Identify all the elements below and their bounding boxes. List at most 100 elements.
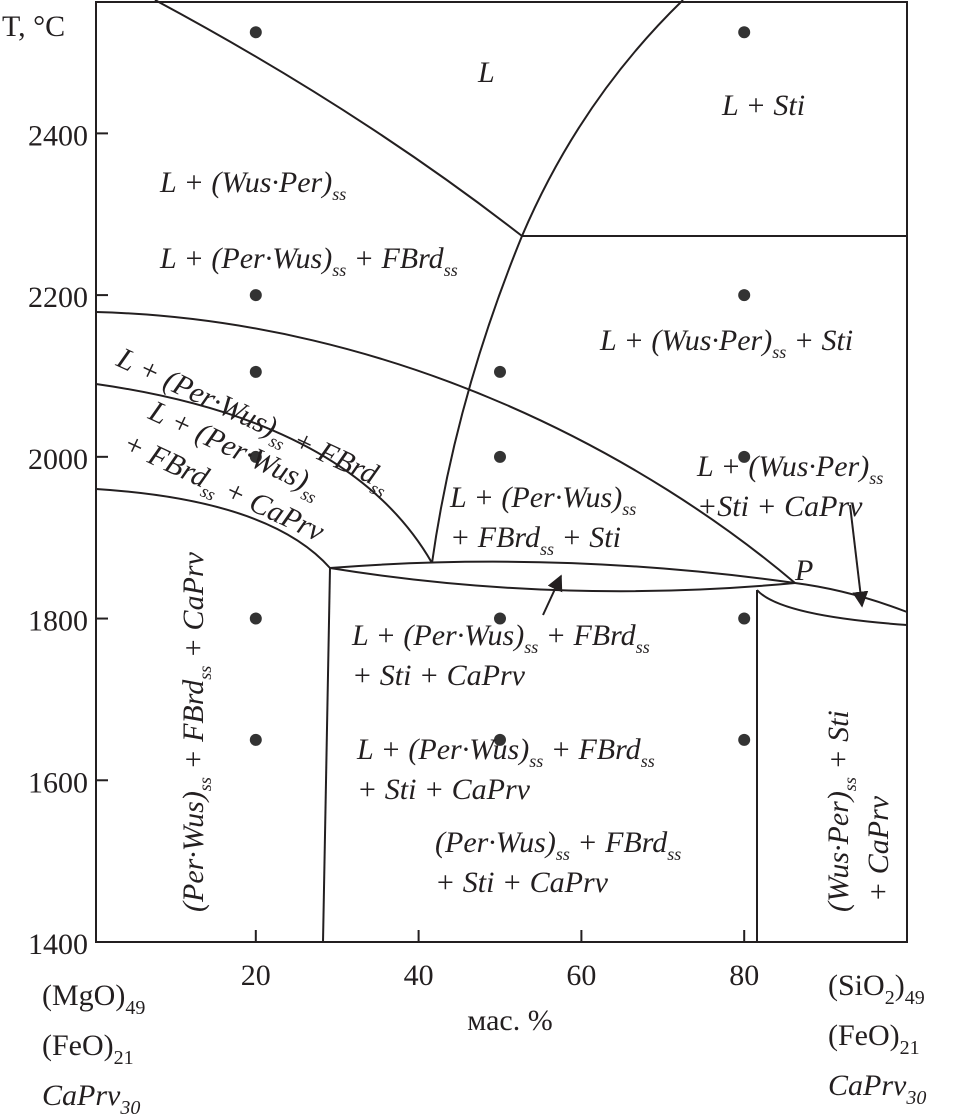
label-line: + FBrdss + Sti xyxy=(450,521,621,559)
subscript: ss xyxy=(772,342,786,362)
label-line: (Wus·Per)ss + Sti xyxy=(822,710,860,912)
boundary xyxy=(154,0,523,237)
data-point xyxy=(249,612,262,625)
subscript: ss xyxy=(529,751,543,771)
label-line: L xyxy=(477,56,495,89)
phase-boundaries xyxy=(95,0,908,943)
text-part: + Sti + CaPrv xyxy=(357,773,531,806)
label-line: +Sti + CaPrv xyxy=(697,490,863,523)
label-line: CaPrv30 xyxy=(42,1079,140,1119)
boundary xyxy=(329,560,796,584)
plot-frame xyxy=(95,1,908,943)
data-point xyxy=(494,733,506,746)
text-part: (FeO) xyxy=(42,1029,114,1062)
text-part: L + (Per·Wus) xyxy=(159,242,332,275)
subscript: 2 xyxy=(885,987,895,1009)
label-line: (FeO)21 xyxy=(828,1019,920,1059)
subscript: 49 xyxy=(905,987,925,1009)
subscript: ss xyxy=(840,777,860,791)
text-part: + Sti + CaPrv xyxy=(435,866,609,899)
subscript: ss xyxy=(540,539,554,559)
data-point xyxy=(738,26,751,39)
region-label: (Wus·Per)ss + Sti+ CaPrv xyxy=(822,710,895,912)
subscript: 30 xyxy=(119,1097,140,1119)
subscript: 49 xyxy=(125,997,145,1019)
text-part: (FeO) xyxy=(828,1019,900,1052)
text-part: (MgO) xyxy=(42,979,125,1012)
label-line: L + (Per·Wus)ss + FBrdss xyxy=(351,619,650,657)
boundary xyxy=(329,567,796,593)
label-line: L + (Per·Wus)ss + FBrdss xyxy=(356,733,655,771)
boundary xyxy=(521,0,684,237)
data-point xyxy=(249,450,262,463)
label-line: (MgO)49 xyxy=(42,979,145,1019)
region-label: L + (Per·Wus)ss+ FBrdss + Sti xyxy=(449,481,636,559)
boundary xyxy=(794,582,908,613)
region-label: L + (Wus·Per)ss+Sti + CaPrv xyxy=(696,450,883,523)
text-part: + Sti xyxy=(554,521,621,554)
text-part: + CaPrv xyxy=(862,795,895,902)
label-line: + Sti + CaPrv xyxy=(352,659,526,692)
boundary xyxy=(95,311,796,584)
label-line: (SiO2)49 xyxy=(828,969,925,1009)
subscript: ss xyxy=(869,468,883,488)
region-label: (Per·Wus)ss + FBrdss + CaPrv xyxy=(177,551,215,912)
label-line: L + (Per·Wus)ss + FBrdss xyxy=(159,242,458,280)
subscript: ss xyxy=(556,844,570,864)
text-part: + Sti xyxy=(786,324,853,357)
subscript: ss xyxy=(667,844,681,864)
text-part: CaPrv xyxy=(828,1069,907,1102)
boundary xyxy=(95,488,331,569)
region-label: L + Sti xyxy=(721,89,805,122)
y-tick-label: 1400 xyxy=(28,928,88,961)
y-tick-label: 2000 xyxy=(28,443,88,476)
text-part: + Sti + CaPrv xyxy=(352,659,526,692)
label-line: L + Sti xyxy=(721,89,805,122)
label-line: L + (Wus·Per)ss + Sti xyxy=(599,324,853,362)
data-point xyxy=(738,612,751,625)
label-line: CaPrv30 xyxy=(828,1069,926,1109)
text-part: L + (Wus·Per) xyxy=(599,324,772,357)
boundary xyxy=(95,383,433,564)
label-line: P xyxy=(794,554,813,587)
arrow xyxy=(849,504,869,608)
text-part: L + Sti xyxy=(721,89,805,122)
text-part: + Sti xyxy=(822,710,855,777)
label-line: (Per·Wus)ss + FBrdss + CaPrv xyxy=(177,551,215,912)
text-part: L + (Per·Wus) xyxy=(356,733,529,766)
region-label: L + (Wus·Per)ss + Sti xyxy=(599,324,853,362)
label-line: + Sti + CaPrv xyxy=(357,773,531,806)
x-axis-label: мас. % xyxy=(467,1004,552,1037)
data-point xyxy=(494,612,506,625)
arrow xyxy=(542,574,563,616)
boundary xyxy=(322,567,331,943)
subscript: ss xyxy=(332,184,346,204)
text-part: L + (Wus·Per) xyxy=(159,166,332,199)
subscript: ss xyxy=(195,777,215,791)
text-part: (Per·Wus) xyxy=(435,826,556,859)
text-part: L + (Wus·Per) xyxy=(696,450,869,483)
region-label: L + (Per·Wus)ss + FBrdss+ Sti + CaPrv xyxy=(351,619,650,692)
text-part: CaPrv xyxy=(42,1079,121,1112)
text-part: P xyxy=(794,554,813,587)
region-label: L + (Per·Wus)ss + FBrdss+ Sti + CaPrv xyxy=(356,733,655,806)
data-point xyxy=(249,26,262,39)
text-part: + FBrd xyxy=(177,679,210,777)
data-point xyxy=(494,365,506,378)
y-tick-label: 2200 xyxy=(28,281,88,314)
text-part: (Wus·Per) xyxy=(822,791,855,912)
subscript: ss xyxy=(524,637,538,657)
text-part: (SiO xyxy=(828,969,885,1002)
text-part: + CaPrv xyxy=(177,551,210,665)
label-line: + CaPrv xyxy=(862,795,895,902)
text-part: + FBrd xyxy=(450,521,541,554)
label-line: L + (Wus·Per)ss xyxy=(696,450,883,488)
y-tick-label: 1600 xyxy=(28,766,88,799)
label-line: (Per·Wus)ss + FBrdss xyxy=(435,826,681,864)
text-part: (Per·Wus) xyxy=(177,791,210,912)
data-point xyxy=(249,365,262,378)
text-part: L xyxy=(477,56,495,89)
subscript: 21 xyxy=(114,1047,134,1069)
data-point xyxy=(494,450,506,463)
